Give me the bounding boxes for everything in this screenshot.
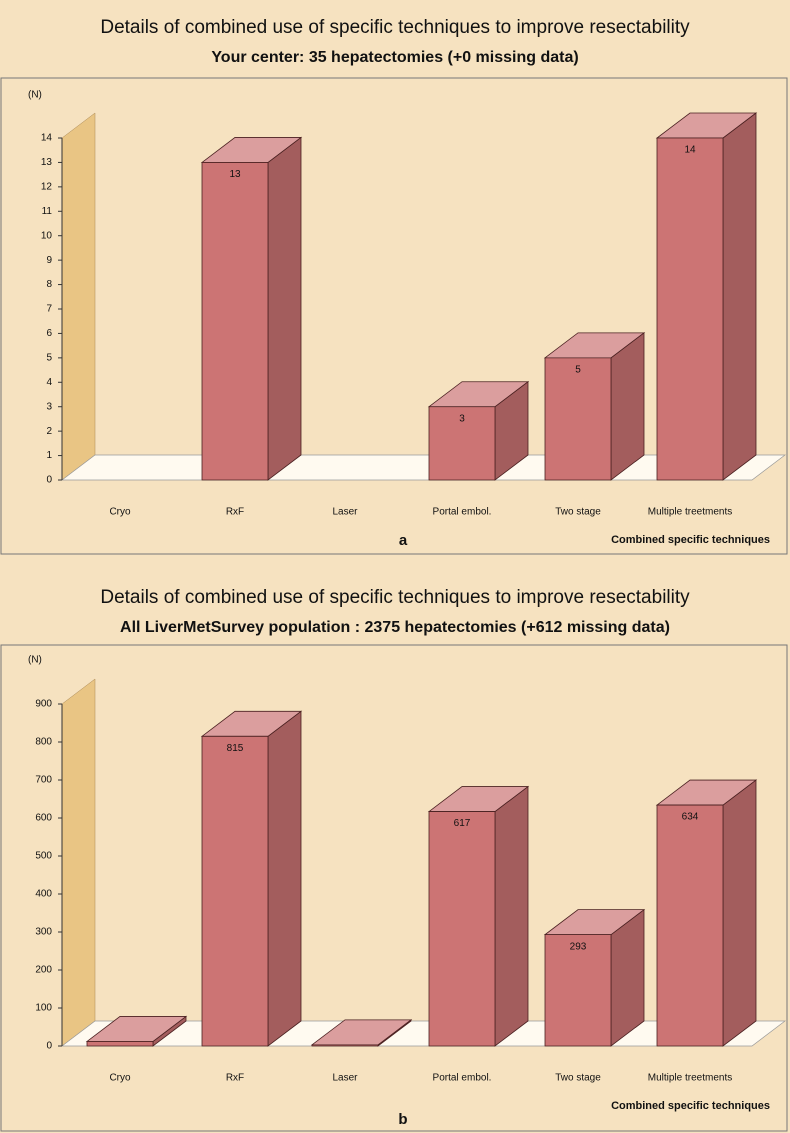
bar-face [656, 137, 724, 481]
bar-face [201, 162, 269, 481]
bar [85, 1015, 188, 1047]
value-label: 293 [570, 941, 587, 952]
value-label: 5 [575, 364, 581, 375]
bar [655, 112, 758, 481]
y-tick-label: 2 [46, 426, 52, 437]
y-tick-label: 600 [35, 813, 52, 824]
bar [427, 785, 530, 1047]
y-tick-label: 5 [46, 352, 52, 363]
y-tick-label: 10 [41, 230, 53, 241]
bar-face [428, 406, 496, 481]
bar-face [544, 934, 612, 1047]
y-tick-label: 1 [46, 450, 52, 461]
x-tick-label: Laser [332, 1073, 358, 1084]
chart-title: Details of combined use of specific tech… [100, 587, 690, 608]
bar-face [267, 136, 302, 481]
panel-border [0, 77, 788, 555]
bar-face [722, 112, 757, 481]
bar-face [311, 1044, 379, 1047]
y-axis-label: (N) [28, 90, 42, 101]
bar-face [610, 332, 645, 481]
y-tick-label: 800 [35, 737, 52, 748]
value-label: 14 [684, 145, 696, 156]
y-tick-label: 7 [46, 304, 52, 315]
bar-face [544, 357, 612, 481]
x-tick-label: RxF [226, 1073, 244, 1084]
side-wall [61, 678, 96, 1047]
x-tick-label: Two stage [555, 507, 601, 518]
y-tick-label: 700 [35, 775, 52, 786]
x-tick-label: Multiple treetments [648, 1073, 732, 1084]
y-tick-label: 8 [46, 279, 52, 290]
x-tick-label: Laser [332, 507, 358, 518]
y-tick-label: 900 [35, 699, 52, 710]
y-tick-label: 4 [46, 377, 52, 388]
bar [310, 1019, 413, 1047]
y-tick-label: 100 [35, 1003, 52, 1014]
x-axis-label: Combined specific techniques [611, 534, 770, 546]
bar [427, 380, 530, 481]
chart-subtitle: All LiverMetSurvey population : 2375 hep… [120, 619, 670, 636]
y-tick-label: 3 [46, 401, 52, 412]
bar [543, 332, 646, 481]
x-tick-label: Portal embol. [433, 1073, 492, 1084]
bar-face [494, 785, 529, 1047]
y-tick-label: 14 [41, 133, 53, 144]
bar [543, 908, 646, 1047]
x-tick-label: Cryo [109, 1073, 131, 1084]
x-tick-label: Cryo [109, 507, 131, 518]
value-label: 617 [454, 818, 471, 829]
y-tick-label: 500 [35, 851, 52, 862]
bar-face [267, 710, 302, 1047]
y-tick-label: 13 [41, 157, 53, 168]
value-label: 3 [459, 413, 465, 424]
chart-subtitle: Your center: 35 hepatectomies (+0 missin… [211, 49, 578, 66]
y-tick-label: 0 [46, 475, 52, 486]
panel-label: b [398, 1111, 407, 1128]
bar-face [656, 804, 724, 1047]
x-tick-label: Portal embol. [433, 507, 492, 518]
x-tick-label: Multiple treetments [648, 507, 732, 518]
x-axis-label: Combined specific techniques [611, 1100, 770, 1112]
x-tick-label: Two stage [555, 1073, 601, 1084]
side-wall [61, 112, 96, 481]
y-tick-label: 12 [41, 181, 53, 192]
y-axis-label: (N) [28, 655, 42, 666]
x-tick-label: RxF [226, 507, 244, 518]
bar [200, 136, 303, 481]
bar-face [722, 779, 757, 1047]
y-tick-label: 11 [42, 206, 53, 217]
bar-face [86, 1041, 154, 1047]
y-tick-label: 200 [35, 965, 52, 976]
y-tick-label: 6 [46, 328, 52, 339]
value-label: 13 [229, 169, 241, 180]
bar [655, 779, 758, 1047]
panel-border [0, 644, 788, 1132]
y-tick-label: 0 [46, 1041, 52, 1052]
y-tick-label: 9 [46, 255, 52, 266]
value-label: 634 [682, 812, 699, 823]
y-tick-label: 400 [35, 889, 52, 900]
chart-title: Details of combined use of specific tech… [100, 17, 690, 38]
bar [200, 710, 303, 1047]
bar-face [428, 811, 496, 1047]
y-tick-label: 300 [35, 927, 52, 938]
panel-label: a [399, 532, 408, 549]
bar-face [201, 735, 269, 1047]
value-label: 815 [227, 743, 244, 754]
